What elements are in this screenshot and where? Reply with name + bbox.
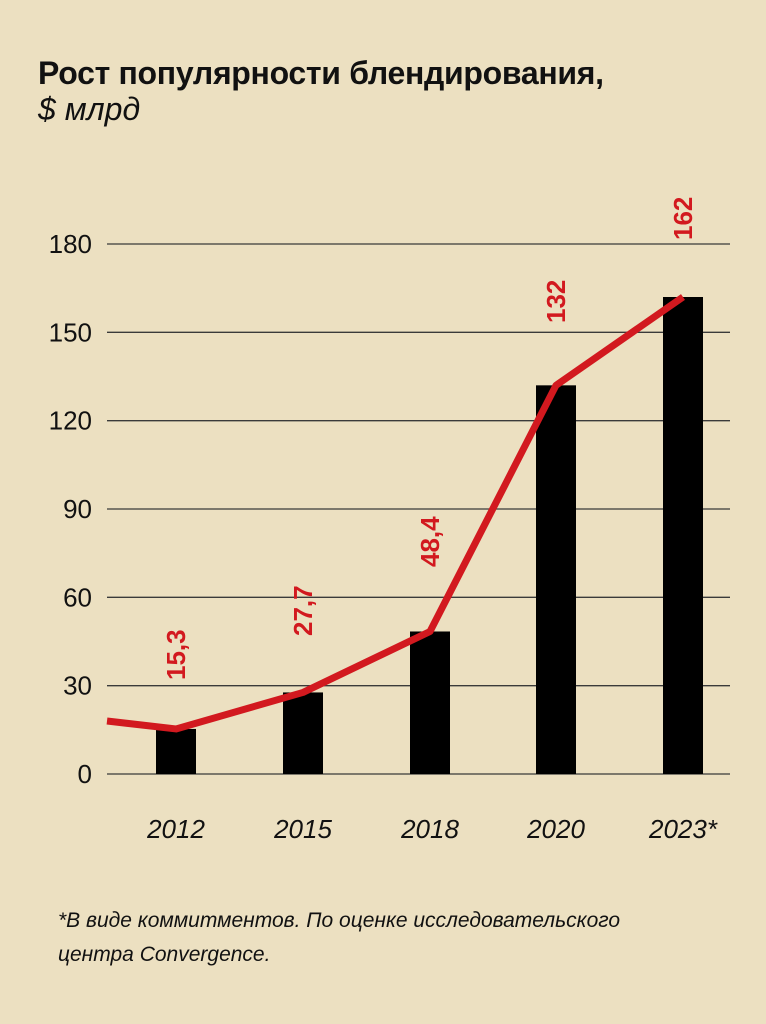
value-labels: 15,3 27,7 48,4 132 162 bbox=[161, 197, 698, 680]
x-tick-label: 2020 bbox=[526, 814, 585, 844]
bar bbox=[410, 631, 450, 774]
x-tick-label: 2023* bbox=[648, 814, 718, 844]
y-tick-label: 180 bbox=[49, 229, 92, 259]
footnote: *В виде коммитментов. По оценке исследов… bbox=[58, 909, 621, 966]
value-label: 162 bbox=[668, 197, 698, 240]
value-label: 15,3 bbox=[161, 629, 191, 680]
trend-line bbox=[106, 294, 685, 733]
bars bbox=[156, 297, 703, 774]
y-tick-label: 150 bbox=[49, 317, 92, 347]
y-tick-label: 60 bbox=[63, 582, 92, 612]
chart-subtitle: $ млрд bbox=[38, 91, 141, 127]
y-tick-label: 30 bbox=[63, 671, 92, 701]
x-axis-labels: 2012 2015 2018 2020 2023* bbox=[146, 814, 718, 844]
trend-line-path bbox=[106, 294, 685, 733]
bar bbox=[536, 385, 576, 774]
value-label: 48,4 bbox=[415, 516, 445, 567]
bar bbox=[283, 692, 323, 774]
x-tick-label: 2015 bbox=[273, 814, 332, 844]
x-tick-label: 2018 bbox=[400, 814, 459, 844]
chart-title: Рост популярности блендирования, bbox=[38, 55, 604, 91]
chart: 0 30 60 90 120 150 180 2012 2015 2018 2020 2023* 1… bbox=[49, 197, 730, 844]
value-label: 27,7 bbox=[288, 585, 318, 636]
title-block: Рост популярности блендирования, $ млрд bbox=[38, 55, 604, 127]
value-label: 132 bbox=[541, 280, 571, 323]
bar bbox=[663, 297, 703, 774]
y-axis-ticks: 0 30 60 90 120 150 180 bbox=[49, 229, 92, 789]
y-tick-label: 0 bbox=[78, 759, 92, 789]
bar bbox=[156, 728, 196, 774]
x-tick-label: 2012 bbox=[146, 814, 205, 844]
y-tick-label: 90 bbox=[63, 494, 92, 524]
y-tick-label: 120 bbox=[49, 406, 92, 436]
